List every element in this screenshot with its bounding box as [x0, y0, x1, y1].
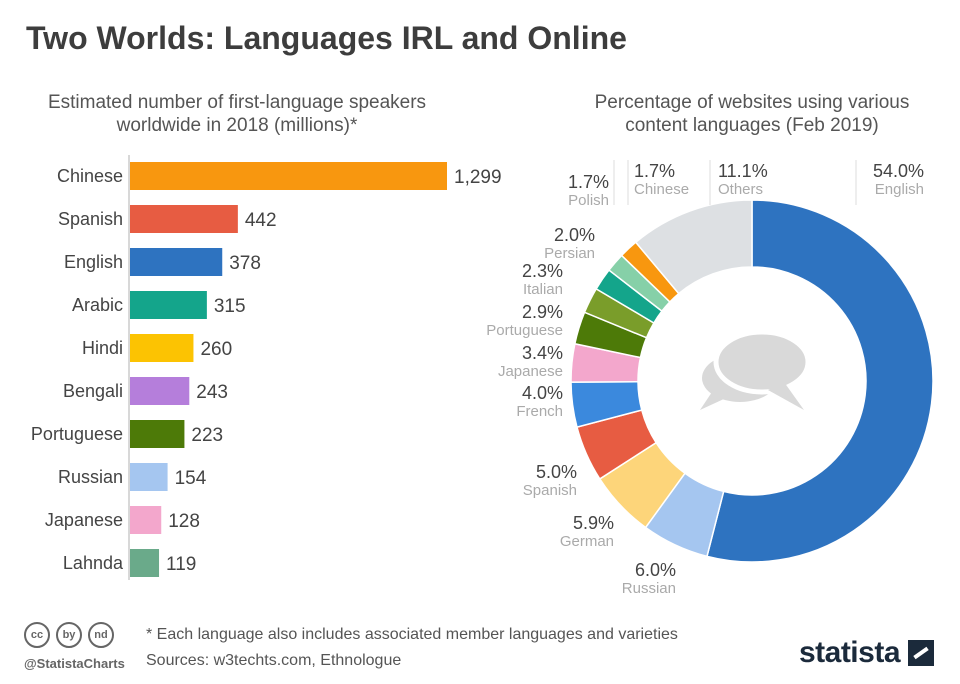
donut-label-persian: Persian: [544, 245, 595, 262]
donut-label-others: Others: [718, 181, 763, 198]
chart-title: Two Worlds: Languages IRL and Online: [26, 20, 627, 56]
bar-bengali: [130, 377, 190, 405]
donut-value-french: 4.0%: [522, 383, 563, 403]
donut-chart-subtitle: content languages (Feb 2019): [625, 115, 879, 136]
donut-slice-english: [706, 199, 934, 563]
bar-japanese: [130, 506, 162, 534]
donut-value-persian: 2.0%: [554, 225, 595, 245]
bar-category-lahnda: Lahnda: [63, 553, 124, 573]
bar-english: [130, 248, 223, 276]
by-icon: by: [56, 622, 82, 648]
donut-label-spanish: Spanish: [523, 482, 577, 499]
donut-value-chinese: 1.7%: [634, 161, 675, 181]
bar-category-japanese: Japanese: [45, 510, 123, 530]
bar-chart-group: Chinese 1,299 Spanish 442 English 378 Arabic 31…: [31, 162, 502, 577]
bar-category-spanish: Spanish: [58, 209, 123, 229]
brand-text: statista: [798, 636, 901, 669]
bar-category-hindi: Hindi: [82, 338, 123, 358]
twitter-handle[interactable]: @StatistaCharts: [24, 656, 125, 671]
bar-value-lahnda: 119: [166, 554, 196, 575]
donut-label-chinese: Chinese: [634, 181, 689, 198]
chart-canvas: Estimated number of first-language speak…: [31, 92, 934, 597]
donut-label-portuguese: Portuguese: [486, 322, 563, 339]
bar-value-bengali: 243: [196, 382, 228, 403]
bar-value-spanish: 442: [245, 210, 277, 231]
license-icons: cc by nd: [24, 622, 114, 648]
footnote: * Each language also includes associated…: [146, 626, 678, 643]
donut-label-italian: Italian: [523, 281, 563, 298]
bar-value-chinese: 1,299: [454, 167, 502, 188]
statista-logo[interactable]: statista: [799, 636, 934, 670]
bar-category-arabic: Arabic: [72, 295, 123, 315]
bar-category-portuguese: Portuguese: [31, 424, 123, 444]
donut-label-german: German: [560, 533, 614, 550]
cc-icon: cc: [24, 622, 50, 648]
bar-portuguese: [130, 420, 185, 448]
speech-bubbles-icon: [700, 329, 811, 410]
donut-value-english: 54.0%: [873, 161, 924, 181]
bar-value-japanese: 128: [168, 511, 200, 532]
bar-category-english: English: [64, 252, 123, 272]
bar-category-russian: Russian: [58, 467, 123, 487]
donut-label-polish: Polish: [568, 192, 609, 209]
bar-lahnda: [130, 549, 160, 577]
donut-chart-title: Percentage of websites using various: [595, 92, 910, 113]
bar-chart-subtitle: worldwide in 2018 (millions)*: [116, 115, 358, 136]
donut-value-spanish: 5.0%: [536, 462, 577, 482]
donut-value-others: 11.1%: [718, 161, 768, 181]
donut-value-polish: 1.7%: [568, 172, 609, 192]
bar-chart-title: Estimated number of first-language speak…: [48, 92, 426, 113]
bar-arabic: [130, 291, 207, 319]
sources: Sources: w3techts.com, Ethnologue: [146, 652, 402, 669]
bar-value-russian: 154: [175, 468, 207, 489]
donut-slice-others: [634, 199, 753, 295]
bar-category-bengali: Bengali: [63, 381, 123, 401]
brand-mark-icon: [908, 640, 934, 666]
nd-icon: nd: [88, 622, 114, 648]
bar-value-english: 378: [229, 253, 261, 274]
donut-value-japanese: 3.4%: [522, 343, 563, 363]
bar-value-portuguese: 223: [191, 425, 223, 446]
donut-value-italian: 2.3%: [522, 261, 563, 281]
donut-chart-group: [570, 199, 934, 563]
bar-value-arabic: 315: [214, 296, 246, 317]
bar-hindi: [130, 334, 194, 362]
donut-label-russian: Russian: [622, 580, 676, 597]
bar-chinese: [130, 162, 447, 190]
donut-value-russian: 6.0%: [635, 560, 676, 580]
donut-label-japanese: Japanese: [498, 363, 563, 380]
bar-spanish: [130, 205, 238, 233]
donut-label-french: French: [516, 403, 563, 420]
bar-value-hindi: 260: [200, 339, 232, 360]
donut-labels-group: 54.0%English 6.0%Russian 5.9%German 5.0%Spa…: [486, 160, 924, 597]
donut-value-german: 5.9%: [573, 513, 614, 533]
donut-label-english: English: [875, 181, 924, 198]
bar-russian: [130, 463, 168, 491]
donut-value-portuguese: 2.9%: [522, 302, 563, 322]
bar-category-chinese: Chinese: [57, 166, 123, 186]
